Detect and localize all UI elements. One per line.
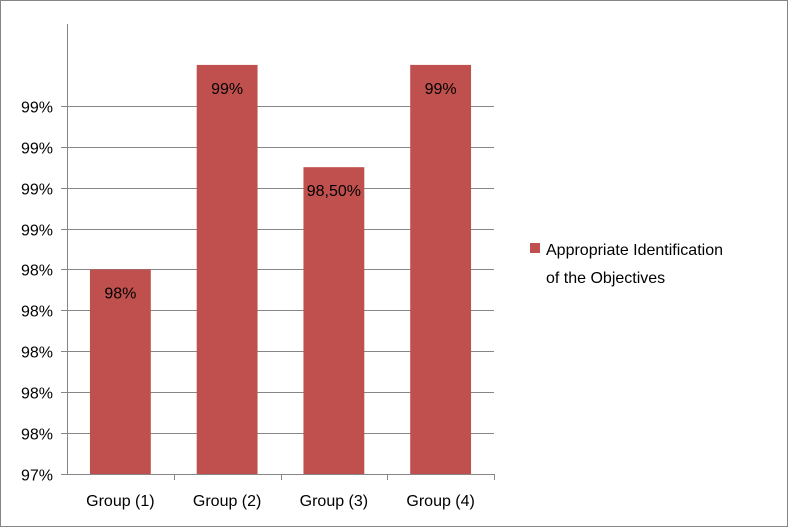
y-tick-label: 98% xyxy=(21,304,53,321)
bar xyxy=(89,269,151,474)
y-tick-label: 98% xyxy=(21,427,53,444)
data-label: 98% xyxy=(104,285,136,302)
y-tick-label: 99% xyxy=(21,141,53,158)
legend-label: Appropriate Identification xyxy=(546,242,723,259)
y-tick-label: 98% xyxy=(21,386,53,403)
axes: 97% 98% 98% 98% 98% 98% 99% 99% 99% 99% Group (1) G… xyxy=(21,24,495,510)
y-tick-label: 99% xyxy=(21,182,53,199)
y-tick-label: 99% xyxy=(21,100,53,117)
bar xyxy=(196,64,258,474)
y-tick-label: 98% xyxy=(21,345,53,362)
y-tick-label: 98% xyxy=(21,263,53,280)
x-tick-label: Group (2) xyxy=(193,493,261,510)
bar xyxy=(410,64,472,474)
legend: Appropriate Identification of the Objecti… xyxy=(530,242,723,287)
data-label: 99% xyxy=(425,81,457,98)
y-tick-label: 97% xyxy=(21,468,53,485)
y-tick-label: 99% xyxy=(21,223,53,240)
x-tick-label: Group (4) xyxy=(406,493,474,510)
data-label: 99% xyxy=(211,81,243,98)
x-tick-label: Group (1) xyxy=(86,493,154,510)
x-tick-label: Group (3) xyxy=(300,493,368,510)
data-labels: 98% 99% 98,50% 99% xyxy=(104,81,456,303)
data-label: 98,50% xyxy=(307,183,361,200)
legend-label: of the Objectives xyxy=(546,270,665,287)
bar xyxy=(303,167,365,474)
legend-swatch xyxy=(530,243,540,253)
bars xyxy=(89,64,472,474)
